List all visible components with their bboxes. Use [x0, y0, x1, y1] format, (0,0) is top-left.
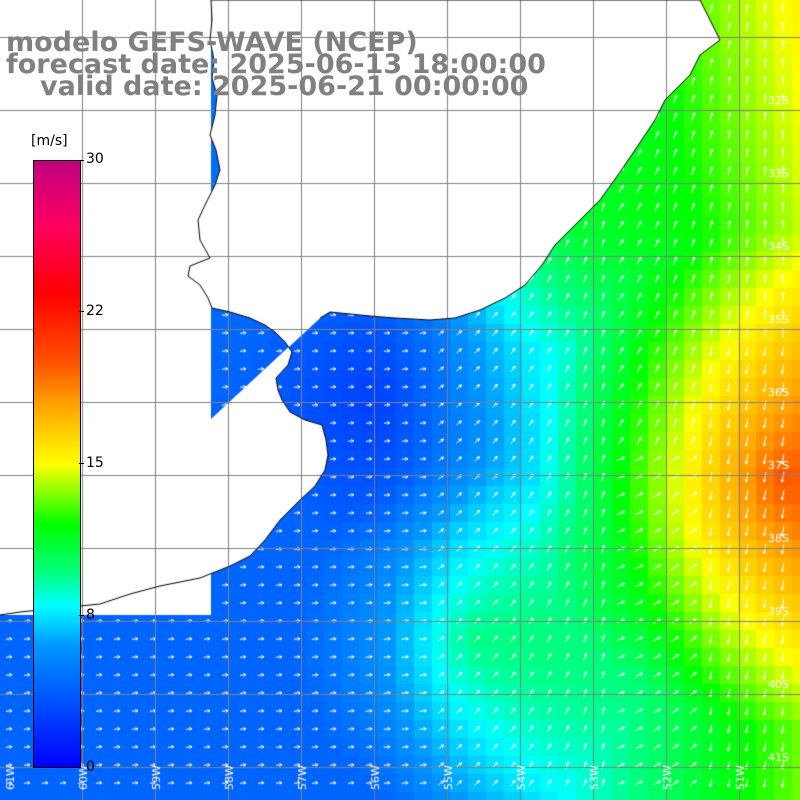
title-model: modelo GEFS-WAVE (NCEP) [6, 27, 418, 58]
title-valid-date: valid date: 2025-06-21 00:00:00 [40, 71, 529, 102]
title-forecast-date: forecast date: 2025-06-13 18:00:00 [6, 49, 546, 80]
